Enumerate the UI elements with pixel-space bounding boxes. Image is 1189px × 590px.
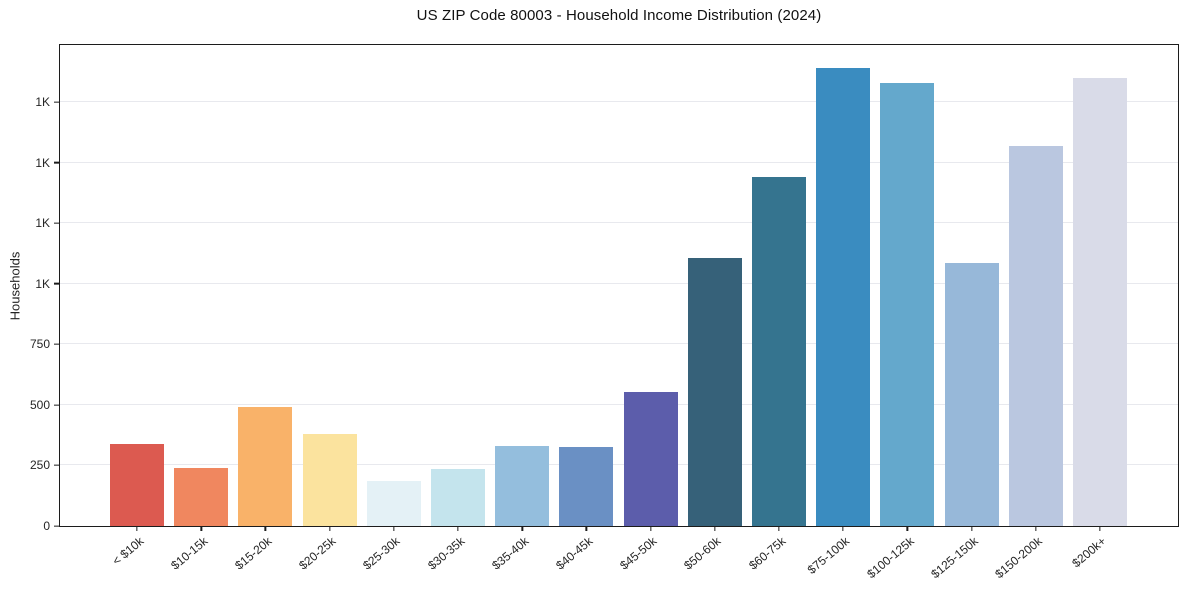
- x-tick-mark: [200, 526, 202, 531]
- gridline: [60, 403, 1178, 405]
- bar-slot: [298, 45, 362, 526]
- x-tick-mark: [649, 526, 652, 531]
- bar-2: [174, 467, 229, 526]
- bar-15: [1008, 145, 1063, 526]
- bar-slot: [811, 45, 875, 526]
- y-tick-mark: [54, 343, 60, 345]
- x-tick-label: $35-40k: [488, 534, 532, 573]
- bar-11: [751, 177, 806, 526]
- x-tick-label: $75-100k: [804, 534, 853, 577]
- x-tick-mark: [1099, 526, 1101, 531]
- bar-6: [431, 469, 486, 526]
- gridline: [60, 282, 1178, 284]
- bar-slot: [426, 45, 490, 526]
- y-tick-mark: [54, 283, 60, 285]
- bar-slot: [362, 45, 426, 526]
- x-tick-label: $30-35k: [424, 534, 468, 573]
- gridline: [60, 343, 1178, 345]
- x-tick-mark: [136, 526, 138, 531]
- bar-5: [366, 481, 421, 526]
- bar-slot: [233, 45, 297, 526]
- bars-row: [60, 45, 1178, 526]
- y-tick-label: 1K: [35, 276, 50, 291]
- x-tick-mark: [457, 526, 459, 531]
- y-axis-title: Households: [7, 251, 23, 321]
- y-tick-mark: [54, 404, 60, 406]
- bar-slot: [1004, 45, 1068, 526]
- x-tick-mark: [842, 526, 844, 531]
- bar-slot: [875, 45, 939, 526]
- bar-slot: [619, 45, 683, 526]
- x-tick-mark: [1035, 526, 1037, 531]
- x-tick-label: $45-50k: [617, 534, 660, 573]
- bar-8: [559, 447, 614, 526]
- bar-13: [880, 82, 935, 526]
- bar-9: [623, 391, 678, 526]
- gridline: [60, 464, 1178, 466]
- bar-slot: [554, 45, 618, 526]
- bar-1: [110, 443, 165, 526]
- y-tick-mark: [54, 464, 60, 467]
- y-tick-label: 750: [29, 337, 50, 352]
- plot-area: 0 250 500 750 1K 1K 1K 1K < $10k $10-15k $15-20k $2…: [30, 44, 1179, 581]
- x-tick-mark: [264, 526, 267, 531]
- x-tick-label: $150-200k: [992, 534, 1045, 582]
- y-tick-label: 500: [29, 397, 50, 412]
- y-tick-label: 1K: [35, 155, 50, 170]
- bar-slot: [1068, 45, 1132, 526]
- y-tick-label: 0: [43, 519, 50, 533]
- x-tick-mark: [906, 526, 909, 531]
- bar-4: [302, 433, 357, 526]
- y-tick-label: 1K: [35, 216, 50, 231]
- x-tick-label: $100-125k: [863, 534, 917, 582]
- gridline: [60, 100, 1178, 102]
- bar-slot: [747, 45, 811, 526]
- y-tick-label: 250: [29, 458, 50, 473]
- gridline: [60, 222, 1178, 224]
- x-tick-label: $200k+: [1069, 534, 1109, 571]
- y-tick-mark: [54, 525, 60, 527]
- bar-12: [816, 68, 871, 526]
- y-tick-mark: [54, 101, 60, 103]
- x-tick-mark: [714, 526, 716, 531]
- x-tick-mark: [970, 526, 973, 531]
- x-tick-label: $125-150k: [928, 534, 981, 582]
- x-tick-label: $60-75k: [745, 534, 788, 573]
- x-tick-mark: [328, 526, 331, 531]
- x-tick-mark: [585, 526, 588, 531]
- y-tick-mark: [54, 161, 60, 164]
- bar-7: [495, 446, 550, 526]
- y-tick-mark: [54, 222, 60, 224]
- bar-slot: [939, 45, 1003, 526]
- bar-16: [1072, 77, 1127, 526]
- x-tick-label: $25-30k: [360, 534, 403, 573]
- bar-3: [238, 407, 293, 526]
- x-tick-label: < $10k: [109, 534, 147, 569]
- x-tick-label: $10-15k: [167, 534, 211, 573]
- chart-title: US ZIP Code 80003 - Household Income Dis…: [416, 7, 822, 24]
- x-tick-label: $15-20k: [232, 534, 275, 573]
- x-tick-mark: [521, 526, 523, 531]
- bar-14: [944, 263, 999, 526]
- x-tick-mark: [393, 526, 395, 531]
- gridline: [60, 161, 1178, 163]
- bar-slot: [105, 45, 169, 526]
- bar-slot: [490, 45, 554, 526]
- x-tick-label: $20-25k: [296, 534, 339, 573]
- bar-slot: [169, 45, 233, 526]
- bar-10: [687, 258, 742, 526]
- x-tick-label: $40-45k: [553, 534, 596, 573]
- x-tick-mark: [778, 526, 780, 531]
- bar-slot: [683, 45, 747, 526]
- y-tick-label: 1K: [35, 94, 50, 109]
- x-tick-label: $50-60k: [681, 534, 724, 573]
